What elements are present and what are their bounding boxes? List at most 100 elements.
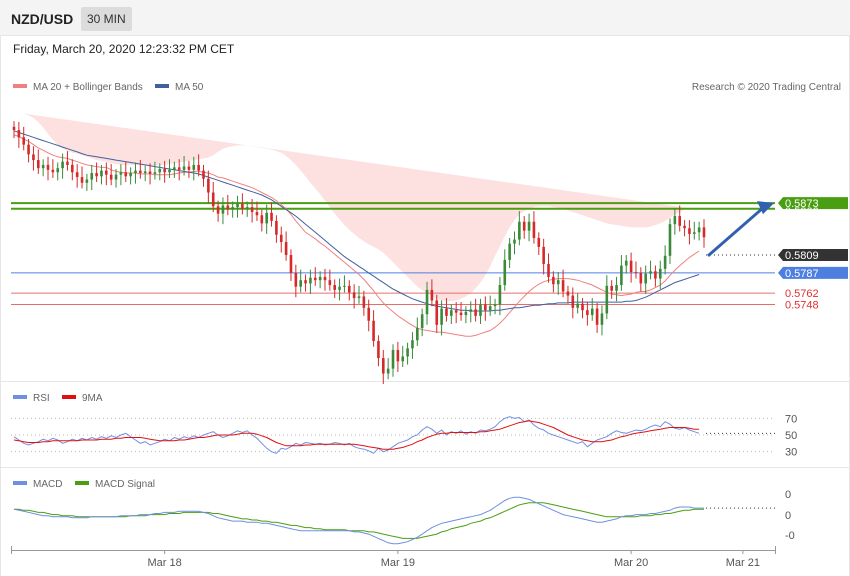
candle-body bbox=[459, 312, 463, 316]
candle-body bbox=[610, 285, 613, 291]
candle-body bbox=[615, 285, 618, 291]
candle-body bbox=[503, 259, 507, 286]
candle-body bbox=[391, 349, 395, 369]
candle-body bbox=[547, 263, 550, 277]
candle-body bbox=[654, 271, 657, 279]
macd-tick-label: -0 bbox=[785, 530, 795, 542]
candle-body bbox=[352, 292, 356, 299]
candle-body bbox=[430, 289, 434, 301]
candle-body bbox=[245, 207, 249, 209]
candle-body bbox=[605, 285, 609, 314]
candle-body bbox=[124, 172, 128, 177]
candle-body bbox=[260, 215, 264, 224]
ma20-legend-swatch bbox=[13, 84, 27, 88]
candle-body bbox=[658, 268, 662, 279]
candle-body bbox=[595, 308, 599, 325]
candle-body bbox=[56, 168, 60, 173]
candle-body bbox=[561, 280, 565, 292]
ma20-legend-label: MA 20 + Bollinger Bands bbox=[33, 82, 143, 93]
candle-body bbox=[90, 173, 94, 180]
candle-body bbox=[71, 164, 74, 173]
candle-body bbox=[644, 273, 647, 284]
chart-datetime: Friday, March 20, 2020 12:23:32 PM CET bbox=[13, 42, 235, 56]
macd-tick-label: 0 bbox=[785, 510, 791, 522]
candle-body bbox=[498, 285, 502, 305]
candle-body bbox=[304, 280, 307, 284]
macd-signal-legend-label: MACD Signal bbox=[95, 479, 155, 490]
candle-body bbox=[527, 221, 531, 231]
candle-body bbox=[95, 173, 98, 177]
candle-body bbox=[66, 161, 69, 165]
candle-body bbox=[518, 221, 521, 240]
candle-body bbox=[362, 296, 366, 308]
candle-body bbox=[542, 246, 545, 264]
ma50-legend-swatch bbox=[155, 84, 169, 88]
candle-body bbox=[27, 144, 30, 155]
candle-body bbox=[41, 164, 45, 169]
candle-body bbox=[328, 280, 332, 286]
rsi-legend-swatch bbox=[13, 395, 27, 399]
candle-body bbox=[12, 126, 16, 131]
candle-body bbox=[85, 179, 89, 183]
candle-body bbox=[454, 310, 458, 313]
rsi-ma-legend-swatch bbox=[62, 395, 76, 399]
candle-body bbox=[100, 170, 103, 177]
rsi-tick-label: 70 bbox=[785, 413, 797, 425]
candle-body bbox=[673, 216, 677, 225]
candle-body bbox=[566, 291, 570, 296]
candle-body bbox=[22, 137, 26, 145]
candle-body bbox=[372, 320, 375, 342]
candle-body bbox=[343, 285, 346, 287]
candle-body bbox=[469, 309, 473, 312]
resistance-1-line-tag-label: 0.5866 bbox=[785, 206, 819, 218]
candle-body bbox=[401, 356, 405, 362]
last-price-line-tag-label: 0.5809 bbox=[785, 250, 819, 262]
candle-body bbox=[683, 225, 686, 229]
macd-legend-swatch bbox=[13, 481, 27, 485]
candle-body bbox=[396, 349, 400, 362]
rsi-ma-legend-label: 9MA bbox=[82, 393, 103, 404]
candle-body bbox=[488, 306, 492, 311]
candle-body bbox=[522, 221, 526, 231]
candle-body bbox=[620, 265, 623, 286]
candle-body bbox=[692, 232, 696, 234]
candle-body bbox=[333, 285, 337, 290]
rsi-panel: 70 50 30 bbox=[11, 413, 797, 459]
candle-body bbox=[493, 304, 497, 307]
x-tick-label: Mar 19 bbox=[381, 557, 415, 569]
candle-body bbox=[552, 276, 555, 285]
candle-body bbox=[440, 308, 443, 325]
candle-body bbox=[182, 166, 186, 170]
candle-body bbox=[590, 308, 594, 316]
candle-body bbox=[61, 161, 64, 169]
candle-body bbox=[197, 164, 200, 171]
x-tick-label: Mar 21 bbox=[726, 557, 760, 569]
candle-body bbox=[420, 314, 424, 329]
candle-body bbox=[357, 296, 361, 299]
candle-body bbox=[678, 216, 682, 226]
candle-body bbox=[51, 169, 55, 173]
rsi-tick-label: 30 bbox=[785, 447, 797, 459]
candle-body bbox=[192, 164, 196, 170]
candle-body bbox=[109, 174, 113, 180]
last-price-line-tag bbox=[778, 249, 848, 262]
support-1-line-tag-label: 0.5762 bbox=[785, 288, 819, 300]
candle-body bbox=[639, 272, 643, 284]
support-2-line-tag-label: 0.5748 bbox=[785, 300, 819, 312]
candle-body bbox=[158, 168, 162, 173]
candle-body bbox=[275, 220, 278, 235]
x-axis: Mar 18 Mar 19 Mar 20 Mar 21 bbox=[11, 546, 776, 569]
pivot-line-tag bbox=[778, 266, 848, 279]
candle-body bbox=[556, 280, 560, 285]
forecast-arrow-shaft bbox=[707, 205, 765, 257]
candle-body bbox=[425, 289, 429, 315]
timeframe-button[interactable]: 30 MIN bbox=[81, 7, 132, 31]
copyright-text: Research © 2020 Trading Central bbox=[692, 82, 841, 93]
macd-panel: 0 0 -0 bbox=[13, 489, 795, 545]
candle-body bbox=[284, 242, 288, 256]
candle-body bbox=[226, 205, 230, 210]
candle-body bbox=[513, 239, 516, 244]
candle-body bbox=[702, 227, 706, 238]
candle-body bbox=[508, 243, 511, 260]
forecast-arrow-head bbox=[757, 201, 774, 215]
